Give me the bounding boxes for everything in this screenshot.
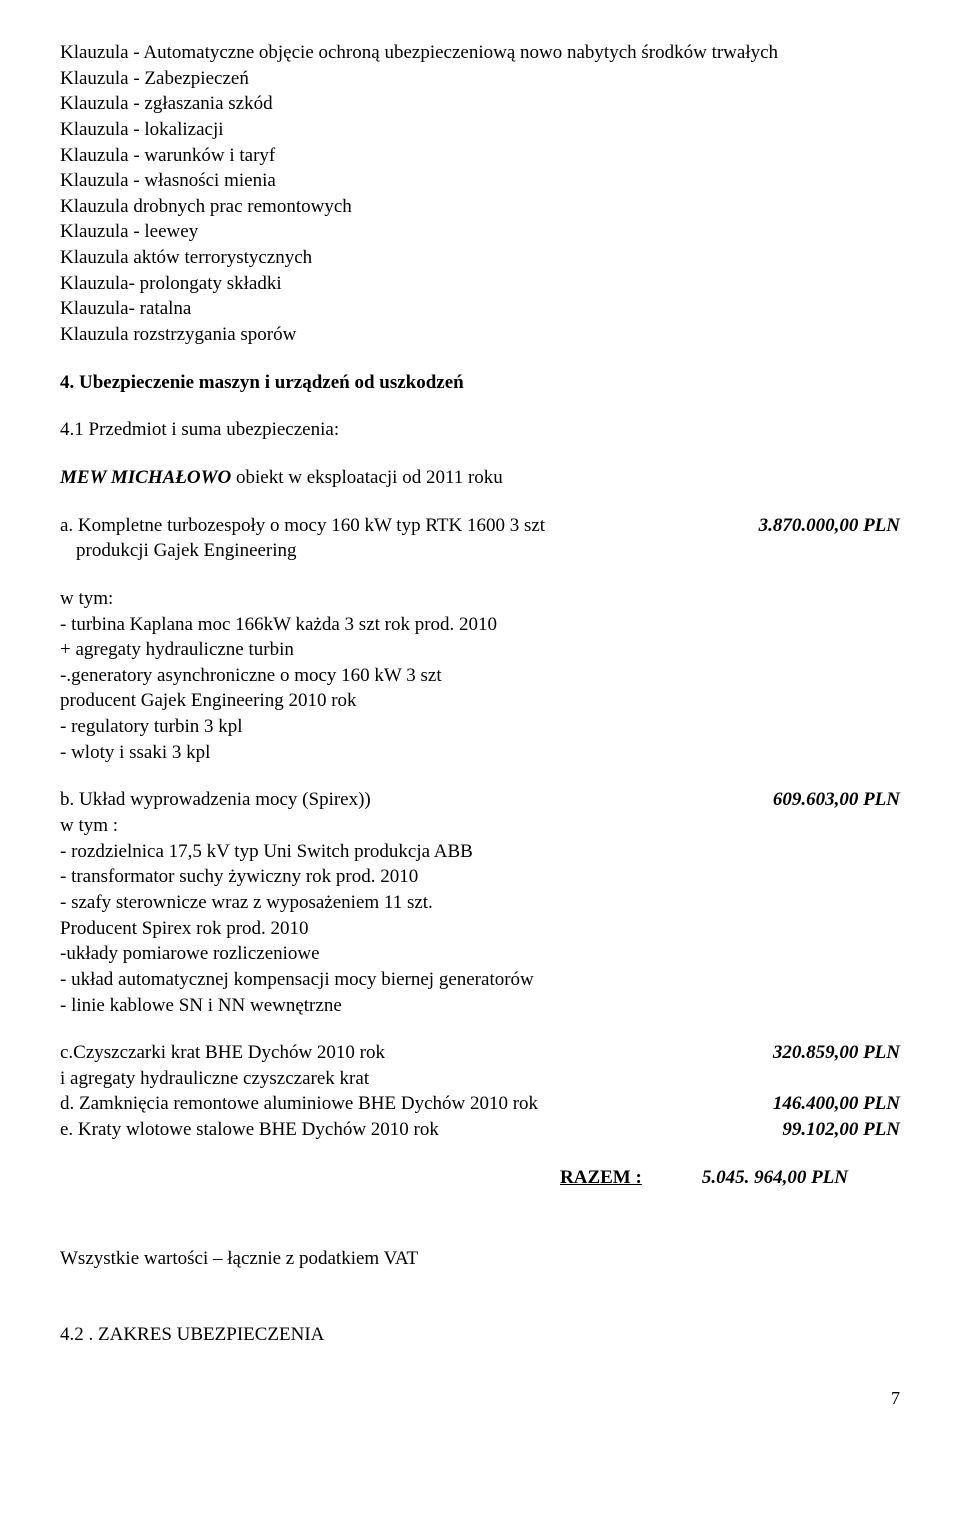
wtym1-line: - wloty i ssaki 3 kpl — [60, 740, 900, 766]
item-d-row: d. Zamknięcia remontowe aluminiowe BHE D… — [60, 1091, 900, 1117]
section-42-heading: 4.2 . ZAKRES UBEZPIECZENIA — [60, 1322, 900, 1348]
item-c-row: c.Czyszczarki krat BHE Dychów 2010 rok 3… — [60, 1040, 900, 1066]
razem-row: RAZEM : 5.045. 964,00 PLN — [60, 1165, 900, 1191]
item-c-price: 320.859,00 PLN — [773, 1040, 900, 1066]
wtym1-label: w tym: — [60, 586, 900, 612]
wtym2-line: - linie kablowe SN i NN wewnętrzne — [60, 993, 900, 1019]
clause-item: Klauzula - warunków i taryf — [60, 143, 900, 169]
wtym2-line: - rozdzielnica 17,5 kV typ Uni Switch pr… — [60, 839, 900, 865]
document-page: Klauzula - Automatyczne objęcie ochroną … — [0, 0, 960, 1449]
wtym1-line: - turbina Kaplana moc 166kW każda 3 szt … — [60, 612, 900, 638]
wtym2-line: - transformator suchy żywiczny rok prod.… — [60, 864, 900, 890]
page-number: 7 — [60, 1388, 900, 1409]
mew-line: MEW MICHAŁOWO obiekt w eksploatacji od 2… — [60, 465, 900, 491]
item-c-desc2: i agregaty hydrauliczne czyszczarek krat — [60, 1066, 900, 1092]
wtym1-line: -.generatory asynchroniczne o mocy 160 k… — [60, 663, 900, 689]
item-b-price: 609.603,00 PLN — [773, 787, 900, 813]
section-41-heading: 4.1 Przedmiot i suma ubezpieczenia: — [60, 417, 900, 443]
clause-item: Klauzula - zgłaszania szkód — [60, 91, 900, 117]
clause-item: Klauzula drobnych prac remontowych — [60, 194, 900, 220]
mew-suffix: obiekt w eksploatacji od 2011 roku — [231, 467, 503, 488]
wtym1-line: producent Gajek Engineering 2010 rok — [60, 688, 900, 714]
item-c-desc: c.Czyszczarki krat BHE Dychów 2010 rok — [60, 1040, 773, 1066]
clause-item: Klauzula- ratalna — [60, 296, 900, 322]
item-e-row: e. Kraty wlotowe stalowe BHE Dychów 2010… — [60, 1117, 900, 1143]
item-a-desc2: produkcji Gajek Engineering — [60, 538, 900, 564]
clause-item: Klauzula - Zabezpieczeń — [60, 66, 900, 92]
item-a-row: a. Kompletne turbozespoły o mocy 160 kW … — [60, 513, 900, 539]
clause-item: Klauzula - własności mienia — [60, 168, 900, 194]
item-b-row: b. Układ wyprowadzenia mocy (Spirex)) 60… — [60, 787, 900, 813]
item-e-price: 99.102,00 PLN — [782, 1117, 900, 1143]
clause-item: Klauzula- prolongaty składki — [60, 271, 900, 297]
clause-item: Klauzula rozstrzygania sporów — [60, 322, 900, 348]
wtym2-line: - szafy sterownicze wraz z wyposażeniem … — [60, 890, 900, 916]
wtym1-line: - regulatory turbin 3 kpl — [60, 714, 900, 740]
item-a-price: 3.870.000,00 PLN — [759, 513, 900, 539]
item-a-desc: a. Kompletne turbozespoły o mocy 160 kW … — [60, 513, 759, 539]
wtym2-label: w tym : — [60, 813, 900, 839]
item-d-price: 146.400,00 PLN — [773, 1091, 900, 1117]
wtym2-line: -układy pomiarowe rozliczeniowe — [60, 941, 900, 967]
razem-value: 5.045. 964,00 PLN — [702, 1165, 848, 1191]
vat-note: Wszystkie wartości – łącznie z podatkiem… — [60, 1246, 900, 1272]
clause-item: Klauzula - leewey — [60, 219, 900, 245]
item-d-desc: d. Zamknięcia remontowe aluminiowe BHE D… — [60, 1091, 773, 1117]
clause-item: Klauzula aktów terrorystycznych — [60, 245, 900, 271]
item-e-desc: e. Kraty wlotowe stalowe BHE Dychów 2010… — [60, 1117, 782, 1143]
clause-item: Klauzula - lokalizacji — [60, 117, 900, 143]
clause-item: Klauzula - Automatyczne objęcie ochroną … — [60, 40, 900, 66]
mew-name: MEW MICHAŁOWO — [60, 467, 231, 488]
wtym2-line: - układ automatycznej kompensacji mocy b… — [60, 967, 900, 993]
wtym2-line: Producent Spirex rok prod. 2010 — [60, 916, 900, 942]
item-b-desc: b. Układ wyprowadzenia mocy (Spirex)) — [60, 787, 773, 813]
wtym1-line: + agregaty hydrauliczne turbin — [60, 637, 900, 663]
clauses-list: Klauzula - Automatyczne objęcie ochroną … — [60, 40, 900, 348]
section-4-title: 4. Ubezpieczenie maszyn i urządzeń od us… — [60, 370, 900, 396]
razem-label: RAZEM : — [560, 1165, 642, 1191]
